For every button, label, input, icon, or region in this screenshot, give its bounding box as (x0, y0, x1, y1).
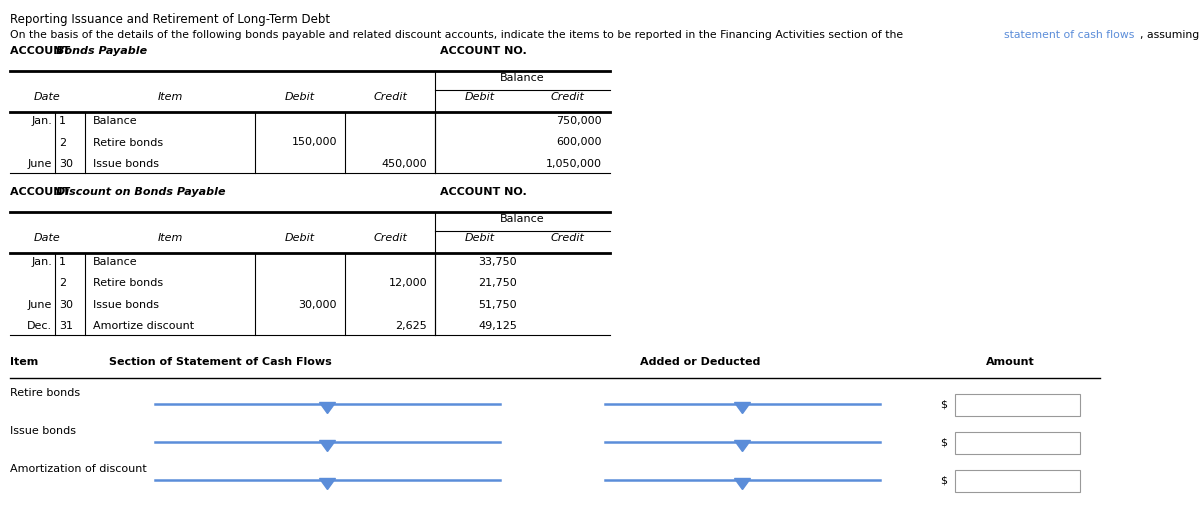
Text: Balance: Balance (94, 256, 138, 266)
Text: Retire bonds: Retire bonds (10, 387, 80, 397)
Text: 2: 2 (59, 137, 66, 148)
Text: Credit: Credit (551, 92, 584, 102)
FancyBboxPatch shape (955, 469, 1080, 492)
Polygon shape (319, 479, 336, 490)
Text: 49,125: 49,125 (478, 321, 517, 331)
Text: Item: Item (10, 356, 38, 367)
Text: Retire bonds: Retire bonds (94, 278, 163, 288)
Text: Jan.: Jan. (31, 116, 52, 126)
Text: 51,750: 51,750 (479, 299, 517, 309)
Text: 150,000: 150,000 (292, 137, 337, 148)
Text: Issue bonds: Issue bonds (94, 299, 158, 309)
Text: 2,625: 2,625 (395, 321, 427, 331)
Text: Section of Statement of Cash Flows: Section of Statement of Cash Flows (109, 356, 331, 367)
Text: Debit: Debit (464, 233, 496, 242)
Text: 30: 30 (59, 159, 73, 169)
Text: $: $ (940, 399, 947, 410)
Text: June: June (28, 299, 52, 309)
Text: Debit: Debit (284, 233, 316, 242)
Text: Debit: Debit (464, 92, 496, 102)
Text: 1,050,000: 1,050,000 (546, 159, 602, 169)
Text: Amount: Amount (985, 356, 1034, 367)
Text: 750,000: 750,000 (557, 116, 602, 126)
Text: $: $ (940, 476, 947, 485)
Polygon shape (734, 440, 750, 452)
Text: 1: 1 (59, 116, 66, 126)
Text: ACCOUNT: ACCOUNT (10, 46, 74, 56)
Text: $: $ (940, 438, 947, 448)
Text: Bonds Payable: Bonds Payable (56, 46, 148, 56)
Text: Retire bonds: Retire bonds (94, 137, 163, 148)
Text: Reporting Issuance and Retirement of Long-Term Debt: Reporting Issuance and Retirement of Lon… (10, 13, 330, 26)
Text: Jan.: Jan. (31, 256, 52, 266)
Text: ACCOUNT: ACCOUNT (10, 186, 74, 196)
Polygon shape (734, 479, 750, 490)
Text: 2: 2 (59, 278, 66, 288)
Text: Balance: Balance (500, 213, 545, 223)
Text: 21,750: 21,750 (479, 278, 517, 288)
Text: ACCOUNT NO.: ACCOUNT NO. (440, 186, 527, 196)
Polygon shape (319, 440, 336, 452)
Text: 12,000: 12,000 (389, 278, 427, 288)
Text: 30,000: 30,000 (299, 299, 337, 309)
Text: Discount on Bonds Payable: Discount on Bonds Payable (56, 186, 226, 196)
Text: Issue bonds: Issue bonds (10, 425, 76, 436)
Text: June: June (28, 159, 52, 169)
Polygon shape (319, 402, 336, 413)
Text: 1: 1 (59, 256, 66, 266)
Text: Date: Date (34, 92, 61, 102)
Text: On the basis of the details of the following bonds payable and related discount : On the basis of the details of the follo… (10, 30, 907, 40)
FancyBboxPatch shape (955, 394, 1080, 415)
Text: Credit: Credit (551, 233, 584, 242)
Text: Credit: Credit (373, 92, 407, 102)
Text: Issue bonds: Issue bonds (94, 159, 158, 169)
Text: ACCOUNT NO.: ACCOUNT NO. (440, 46, 527, 56)
Text: Date: Date (34, 233, 61, 242)
Text: Amortization of discount: Amortization of discount (10, 464, 146, 473)
Text: Dec.: Dec. (26, 321, 52, 331)
Text: statement of cash flows: statement of cash flows (1003, 30, 1134, 40)
Text: , assuming no gain or loss on retiring the bonds:: , assuming no gain or loss on retiring t… (1140, 30, 1200, 40)
Text: Added or Deducted: Added or Deducted (640, 356, 760, 367)
Text: Balance: Balance (94, 116, 138, 126)
Text: Balance: Balance (500, 73, 545, 83)
Text: Amortize discount: Amortize discount (94, 321, 194, 331)
Text: Item: Item (157, 233, 182, 242)
Text: Credit: Credit (373, 233, 407, 242)
Text: 33,750: 33,750 (479, 256, 517, 266)
Text: 31: 31 (59, 321, 73, 331)
Text: 450,000: 450,000 (382, 159, 427, 169)
Polygon shape (734, 402, 750, 413)
FancyBboxPatch shape (955, 431, 1080, 453)
Text: 600,000: 600,000 (557, 137, 602, 148)
Text: 30: 30 (59, 299, 73, 309)
Text: Item: Item (157, 92, 182, 102)
Text: Debit: Debit (284, 92, 316, 102)
